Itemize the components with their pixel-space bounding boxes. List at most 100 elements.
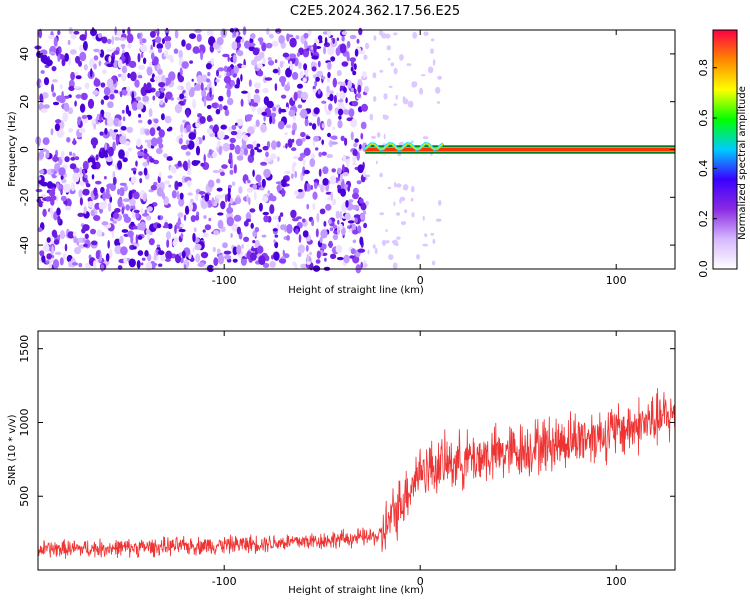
noise-speckle xyxy=(117,188,120,195)
noise-speckle xyxy=(82,188,90,196)
noise-speckle xyxy=(270,112,277,118)
noise-speckle xyxy=(213,257,219,267)
noise-speckle xyxy=(57,54,61,62)
noise-speckle xyxy=(142,161,149,167)
noise-speckle xyxy=(241,90,248,94)
noise-speckle xyxy=(273,251,280,261)
noise-speckle xyxy=(160,255,166,262)
noise-speckle xyxy=(200,50,204,61)
noise-speckle xyxy=(223,250,232,255)
noise-speckle xyxy=(217,67,225,72)
noise-speckle xyxy=(137,75,143,79)
noise-speckle xyxy=(401,221,406,226)
noise-speckle xyxy=(53,239,60,245)
noise-speckle xyxy=(206,128,213,135)
noise-speckle xyxy=(121,229,129,233)
noise-speckle xyxy=(200,251,209,259)
noise-speckle xyxy=(222,142,230,152)
noise-speckle xyxy=(217,254,225,265)
noise-speckle xyxy=(340,135,345,142)
noise-speckle xyxy=(212,151,218,158)
noise-speckle xyxy=(321,139,325,145)
noise-speckle xyxy=(336,37,340,41)
noise-speckle xyxy=(90,28,97,36)
noise-speckle xyxy=(302,166,306,177)
colorbar-tick-label: 0.8 xyxy=(697,59,710,77)
noise-speckle xyxy=(138,171,143,176)
noise-speckle xyxy=(397,152,402,157)
noise-speckle xyxy=(79,51,87,62)
noise-speckle xyxy=(230,69,235,76)
noise-speckle xyxy=(123,184,128,192)
noise-speckle xyxy=(309,158,316,168)
noise-speckle xyxy=(68,85,75,91)
noise-speckle xyxy=(174,29,179,39)
noise-speckle xyxy=(98,202,106,210)
noise-speckle xyxy=(360,132,364,140)
noise-speckle xyxy=(226,88,231,98)
noise-speckle xyxy=(221,164,228,170)
noise-speckle xyxy=(350,60,355,68)
noise-speckle xyxy=(300,91,309,101)
noise-speckle xyxy=(381,239,387,246)
noise-speckle xyxy=(285,143,288,149)
noise-speckle xyxy=(58,156,63,166)
snr-y-ticks: 500 1000 1500 xyxy=(18,335,675,507)
noise-speckle xyxy=(57,215,61,224)
noise-speckle xyxy=(241,244,244,249)
noise-speckle xyxy=(87,157,96,165)
noise-speckle xyxy=(332,234,339,241)
noise-speckle xyxy=(312,191,318,200)
noise-speckle xyxy=(208,217,212,222)
noise-speckle xyxy=(122,157,128,163)
noise-speckle xyxy=(317,90,321,95)
noise-speckle xyxy=(106,63,114,68)
noise-speckle xyxy=(363,263,368,268)
noise-speckle xyxy=(218,95,224,102)
noise-speckle xyxy=(311,219,315,227)
noise-speckle xyxy=(149,127,156,137)
noise-speckle xyxy=(106,78,114,88)
noise-speckle xyxy=(215,194,224,200)
noise-speckle xyxy=(364,174,371,178)
noise-speckle xyxy=(281,188,285,197)
noise-speckle xyxy=(363,222,368,229)
noise-speckle xyxy=(195,145,201,156)
noise-speckle xyxy=(177,182,183,187)
noise-speckle xyxy=(329,227,334,232)
noise-speckle xyxy=(314,38,320,45)
noise-speckle xyxy=(357,164,365,174)
noise-speckle xyxy=(295,195,303,199)
noise-speckle xyxy=(194,83,202,91)
noise-speckle xyxy=(52,92,56,98)
noise-speckle xyxy=(207,179,215,188)
noise-speckle xyxy=(163,153,168,158)
noise-speckle xyxy=(177,86,182,91)
noise-speckle xyxy=(293,91,298,101)
noise-speckle xyxy=(102,191,106,201)
noise-speckle xyxy=(350,131,354,141)
noise-speckle xyxy=(249,208,256,213)
noise-speckle xyxy=(224,254,232,260)
noise-speckle xyxy=(149,158,155,163)
noise-speckle xyxy=(336,256,344,261)
noise-speckle xyxy=(49,207,54,216)
noise-speckle xyxy=(234,84,240,89)
noise-speckle xyxy=(51,168,55,174)
noise-speckle xyxy=(173,48,179,54)
y-tick-label: 1000 xyxy=(18,408,31,436)
noise-speckle xyxy=(323,46,326,55)
noise-speckle xyxy=(75,75,82,80)
noise-speckle xyxy=(142,95,150,102)
noise-speckle xyxy=(135,160,138,167)
noise-speckle xyxy=(327,62,332,70)
noise-speckle xyxy=(321,76,326,80)
noise-speckle xyxy=(164,115,172,124)
noise-speckle xyxy=(287,138,293,148)
noise-speckle xyxy=(282,52,290,58)
noise-speckle xyxy=(241,37,245,44)
noise-speckle xyxy=(194,243,202,251)
noise-speckle xyxy=(52,101,60,106)
noise-speckle xyxy=(304,118,309,127)
noise-speckle xyxy=(269,260,277,268)
